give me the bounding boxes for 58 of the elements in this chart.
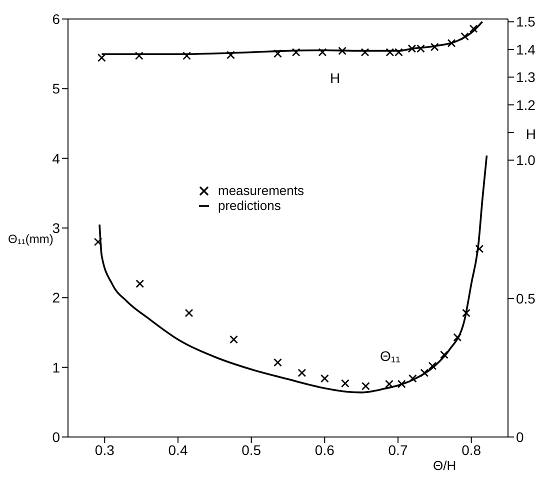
point — [475, 244, 484, 254]
x-axis-title: Θ/H — [433, 458, 456, 473]
y2-tick-label: 1.2 — [516, 96, 536, 113]
y-tick-label: 4 — [52, 150, 60, 166]
point — [98, 54, 106, 62]
y-tick-label: 1 — [52, 359, 60, 376]
point — [298, 368, 306, 378]
point — [360, 48, 370, 56]
x-tick-label: 0.4 — [168, 442, 188, 458]
point — [428, 362, 437, 370]
point — [184, 308, 194, 318]
legend-label: measurements — [218, 183, 304, 198]
x-tick-label: 0.5 — [242, 442, 262, 458]
y2-tick-label: 1.3 — [516, 69, 536, 86]
annotation: H — [330, 70, 340, 86]
point — [226, 50, 235, 60]
point — [447, 38, 456, 48]
y-axis-title: Θ₁₁(mm) — [8, 232, 54, 246]
legend-label: predictions — [218, 198, 281, 213]
y2-axis-title: H — [526, 126, 536, 142]
point — [430, 42, 439, 52]
y-tick-label: 6 — [52, 10, 60, 27]
point — [385, 380, 394, 388]
point — [274, 358, 282, 367]
y2-tick-label: 0.5 — [516, 290, 536, 307]
y-tick-label: 2 — [52, 290, 60, 306]
y2-tick-label: 0 — [516, 428, 524, 445]
point — [320, 374, 329, 383]
y-tick-label: 5 — [52, 80, 60, 97]
point — [440, 350, 448, 359]
y2-tick-label: 1.0 — [516, 152, 536, 168]
point — [469, 24, 478, 33]
x-tick-label: 0.3 — [94, 442, 115, 458]
point — [182, 52, 191, 60]
point — [134, 52, 144, 60]
point — [318, 48, 327, 56]
point — [230, 335, 238, 344]
point — [397, 380, 406, 388]
point — [362, 382, 370, 390]
point — [462, 308, 470, 318]
point — [460, 32, 469, 41]
y-tick-label: 3 — [52, 220, 60, 236]
y-tick-label: 0 — [52, 428, 60, 445]
y2-tick-label: 1.5 — [516, 14, 536, 30]
x-tick-label: 0.8 — [462, 442, 482, 458]
x-tick-label: 0.6 — [314, 442, 335, 458]
point — [453, 333, 462, 342]
x-tick-label: 0.7 — [388, 442, 408, 458]
point — [94, 238, 102, 246]
point — [274, 49, 282, 58]
point — [292, 48, 300, 56]
point — [408, 374, 417, 383]
point — [136, 280, 144, 288]
point — [338, 46, 346, 56]
y2-tick-label: 1.4 — [516, 41, 536, 58]
point — [420, 368, 429, 378]
annotation: Θ₁₁ — [380, 348, 400, 364]
point — [341, 379, 350, 388]
